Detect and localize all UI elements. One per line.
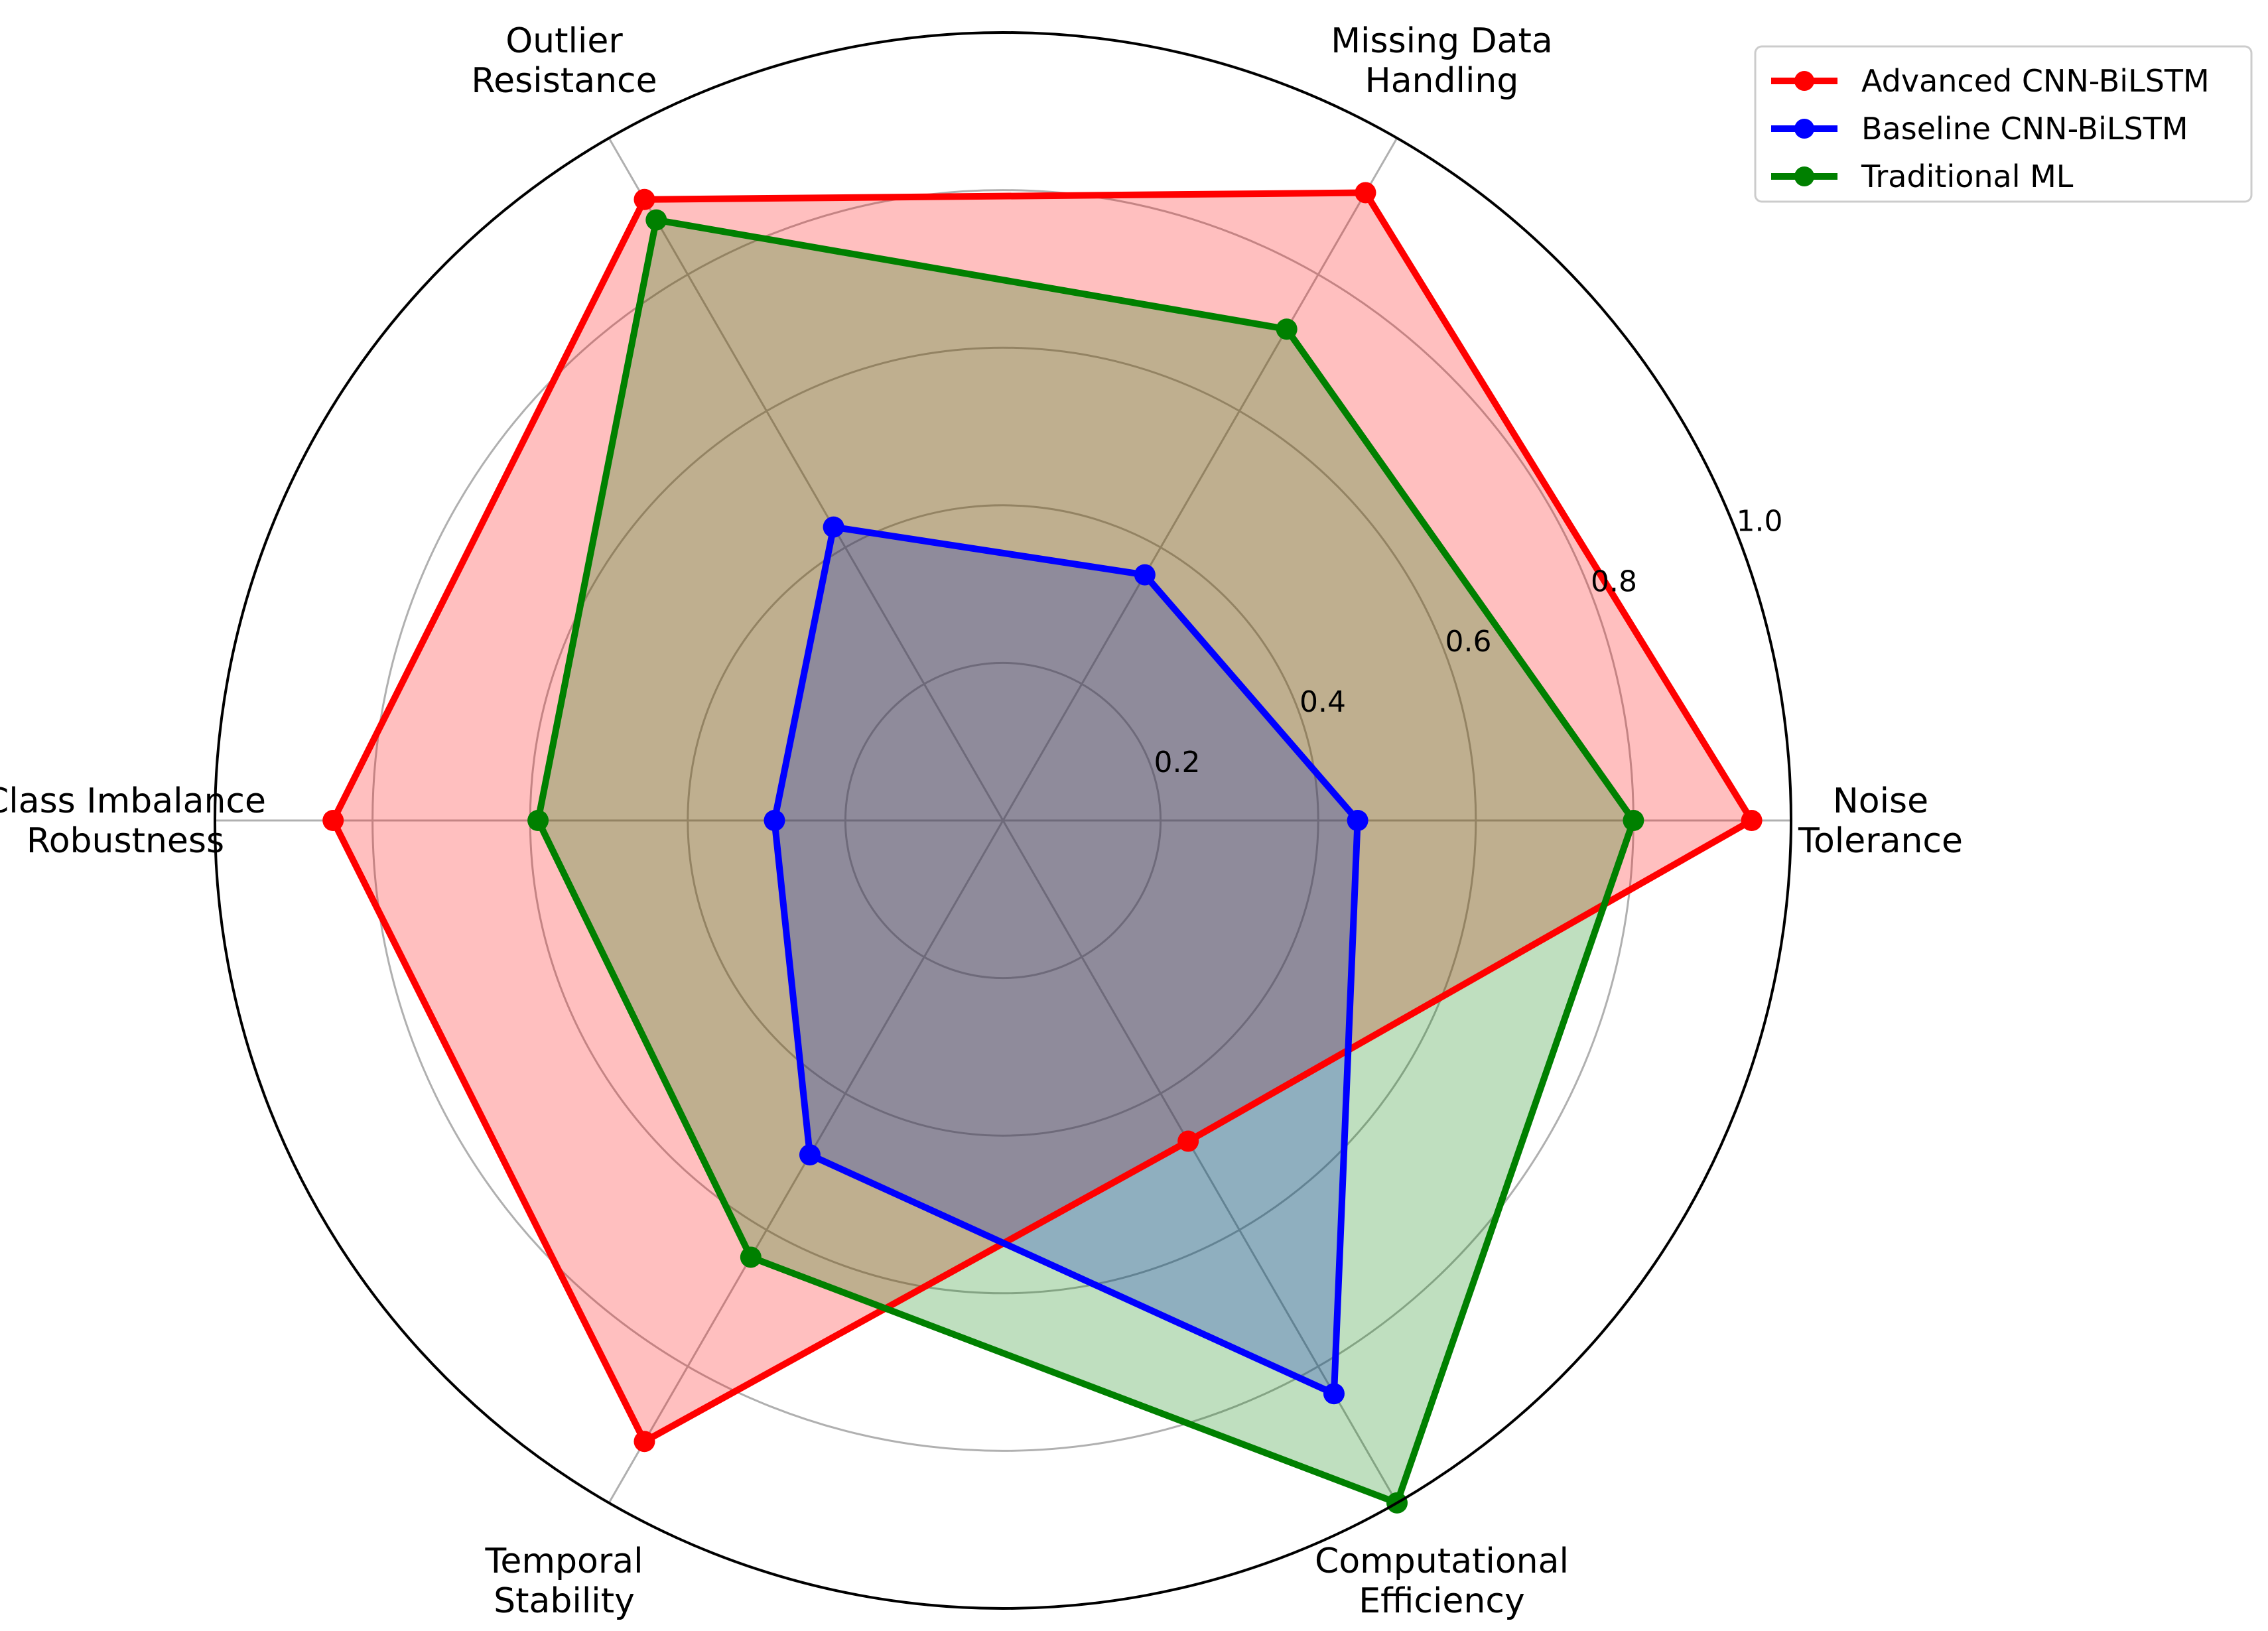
series-0-point-4 [634,1431,655,1453]
r-tick-label: 1.0 [1737,504,1783,538]
series-2-point-0 [1623,810,1644,831]
r-tick-label: 0.4 [1300,685,1346,719]
axis-label-2-line-0: Outlier [505,21,623,61]
series-fill-2 [538,220,1634,1503]
r-tick-label: 0.2 [1154,746,1201,779]
series-0-point-0 [1741,810,1763,831]
axis-label-3-line-1: Robustness [27,821,224,861]
legend-marker-2 [1794,166,1814,186]
series-0-point-1 [1355,182,1376,204]
series-1-point-2 [823,516,844,538]
legend-label-0: Advanced CNN-BiLSTM [1861,63,2210,99]
axis-label-1-line-0: Missing Data [1331,21,1553,61]
axis-label-4-line-0: Temporal [484,1541,643,1581]
r-tick-label: 0.8 [1591,564,1637,598]
series-1-point-5 [1323,1383,1345,1405]
radial-tick-labels: 0.2 0.4 0.6 0.8 1.0 [1154,504,1783,779]
series-0-point-3 [322,810,344,831]
series-1-point-1 [1134,564,1156,586]
radar-series [322,182,1763,1514]
series-1-point-4 [799,1144,821,1166]
axis-label-5-line-0: Computational [1315,1541,1569,1581]
series-2-point-1 [1276,318,1298,340]
series-2-point-3 [527,810,549,831]
series-1-point-3 [764,810,785,831]
series-2-point-2 [645,209,667,231]
series-0-point-2 [634,188,655,210]
axis-label-1-line-1: Handling [1365,61,1519,101]
outer-frame [214,31,1792,1610]
axis-label-2-line-1: Resistance [471,61,657,101]
legend-label-2: Traditional ML [1861,159,2074,194]
legend: Advanced CNN-BiLSTM Baseline CNN-BiLSTM Tr… [1754,45,2253,203]
legend-marker-1 [1794,119,1814,139]
axis-label-0-line-0: Noise [1833,781,1928,821]
grid-spoke-1 [1002,137,1398,821]
series-2-point-4 [740,1246,762,1268]
series-0-point-5 [1177,1130,1199,1152]
legend-marker-0 [1794,71,1814,91]
legend-frame [1754,45,2253,203]
grid-spoke-2 [608,137,1004,821]
axis-label-0-line-1: Tolerance [1798,821,1963,861]
r-tick-label: 0.6 [1445,625,1492,659]
legend-label-1: Baseline CNN-BiLSTM [1861,111,2188,147]
axis-label-3-line-0: Class Imbalance [0,781,266,821]
axis-label-4-line-1: Stability [494,1581,635,1621]
series-fill-1 [774,527,1358,1394]
axis-label-5-line-1: Efficiency [1359,1581,1524,1621]
series-1-point-0 [1347,810,1368,831]
